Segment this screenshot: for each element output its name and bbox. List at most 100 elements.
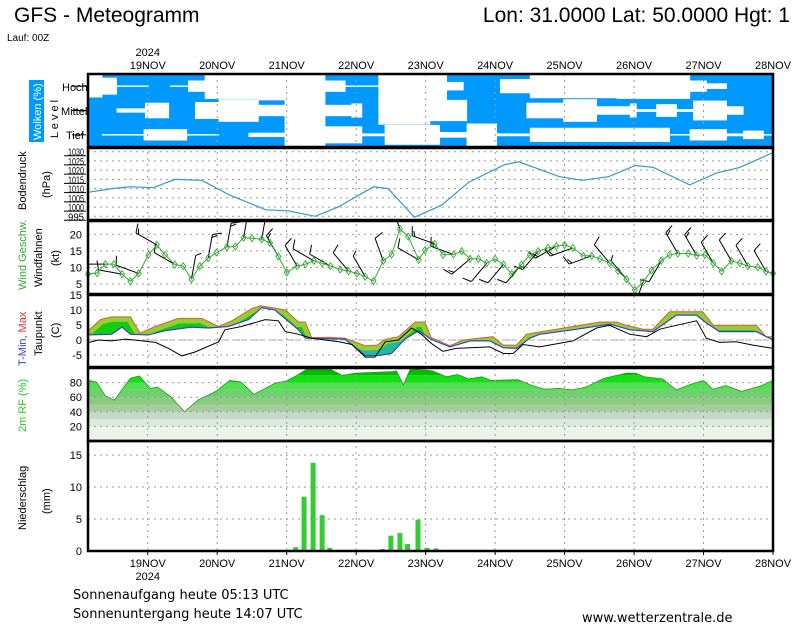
day-label-top: 23NOV [408,60,445,72]
wind-speed-point [353,269,360,278]
y-tick-label: 15 [70,290,82,302]
wind-barb [96,260,123,275]
cloud-gap [439,132,468,138]
wind-speed-point [118,269,126,279]
y-tick-label: 20 [70,229,82,241]
cloud-gap [361,133,386,137]
wind-speed-point [728,256,735,266]
wind-speed-point [294,261,301,271]
cloud-gap [324,126,363,144]
wind-speed-point [693,251,700,260]
temp-labels: T-Min, Max Taupunkt (C) [17,311,62,366]
source-link[interactable]: www.wetterzentrale.de [582,611,732,625]
wind-speed-point [388,250,395,259]
precip-bar [405,543,411,551]
wind-speed-point [93,268,101,278]
rh-labels: 2m RF (%) [17,379,29,432]
year-label-top: 2024 [136,47,160,59]
wind-speed-point [762,267,770,276]
y-tick-label: 15 [70,450,82,462]
tmin-line [87,306,774,357]
cloud-gap [378,96,431,125]
wind-speed-point [240,233,247,242]
day-label-bottom: 22NOV [338,558,375,570]
location-info: Lon: 31.0000 Lat: 50.0000 Hgt: 1 [483,4,790,27]
cloud-layer-hoch [88,74,727,101]
cloud-gap [616,74,691,99]
wind-barb [309,244,331,267]
cloud-gap [636,109,657,112]
day-label-bottom: 24NOV [477,558,514,570]
wind-speed-point [370,276,377,286]
y-tick-label: -5 [72,350,82,362]
wind-speed-point [710,258,717,268]
wind-barb [243,221,248,238]
wind-speed-point [396,224,403,234]
wind-speed-point [685,249,692,258]
wind-speed-point [718,267,725,276]
y-tick-label: 5 [76,514,82,526]
cloud-gap [499,79,531,94]
day-label-bottom: 21NOV [269,558,306,570]
y-tick-label: 1030 [68,148,84,159]
y-tick-label: 5 [76,320,82,332]
y-tick-label: 10 [70,482,82,494]
panel-frame [86,439,775,553]
pressure-unit: (hPa) [41,171,53,198]
wind-speed-point [380,256,387,266]
wind-barb [284,237,298,267]
wind-barb [88,263,106,265]
rh-band [88,382,773,390]
wind-speed-point [561,240,568,250]
wind-speed-point [362,272,369,282]
wind-speed-point [337,265,344,274]
y-tick-label: 0 [76,335,82,347]
tmax-label: Max [17,311,29,332]
cloud-gap [116,108,146,113]
wind-barb [684,227,698,256]
wind-barb [292,239,315,262]
wind-speed-point [145,250,152,260]
y-tick-label: 15 [70,246,82,258]
wind-barb [352,250,366,277]
wind-speed-point [744,261,752,271]
rh-band [88,426,773,441]
wind-speed-point [439,250,447,260]
wind-barb [562,255,592,265]
day-label-top: 28NOV [755,60,792,72]
cloud-gap [258,74,326,101]
wind-speed-point [596,254,604,264]
y-tick-label: 5 [76,279,82,291]
pressure-label: Bodendruck [17,151,29,210]
rh-label: 2m RF (%) [17,379,29,432]
wind-speed-label: Wind Geschw. [17,220,29,290]
wind-barb [665,225,679,254]
wind-speed-point [553,241,560,251]
cloud-gap [669,134,691,136]
cloud-gap [186,134,220,136]
dewpoint-line [87,319,774,358]
day-label-top: 25NOV [547,60,584,72]
cloud-gap [676,109,694,112]
cloud-label-box [29,80,44,142]
wind-speed-point [666,250,673,260]
wind-speed-point [467,254,474,264]
wind-speed-point [248,233,256,243]
sunset-text: Sonnenuntergang heute 14:07 UTC [73,607,303,622]
y-tick-label: 1000 [68,203,84,214]
y-tick-label: 10 [70,262,82,274]
wind-speed-point [302,259,309,269]
cloud-gap [689,129,727,141]
day-label-top: 26NOV [616,60,653,72]
cloud-label: Wolken (%) [32,83,44,140]
cloud-gap [526,102,564,119]
wind-speed-point [500,260,507,269]
wind-barb [191,252,202,280]
day-label-top: 24NOV [477,60,514,72]
wind-barb [261,221,266,240]
level-mittel: Mittel [61,106,87,118]
rh-band [88,419,773,427]
wind-speed-point [310,256,317,266]
y-tick-label: 60 [70,392,82,404]
wind-barb [735,237,749,267]
